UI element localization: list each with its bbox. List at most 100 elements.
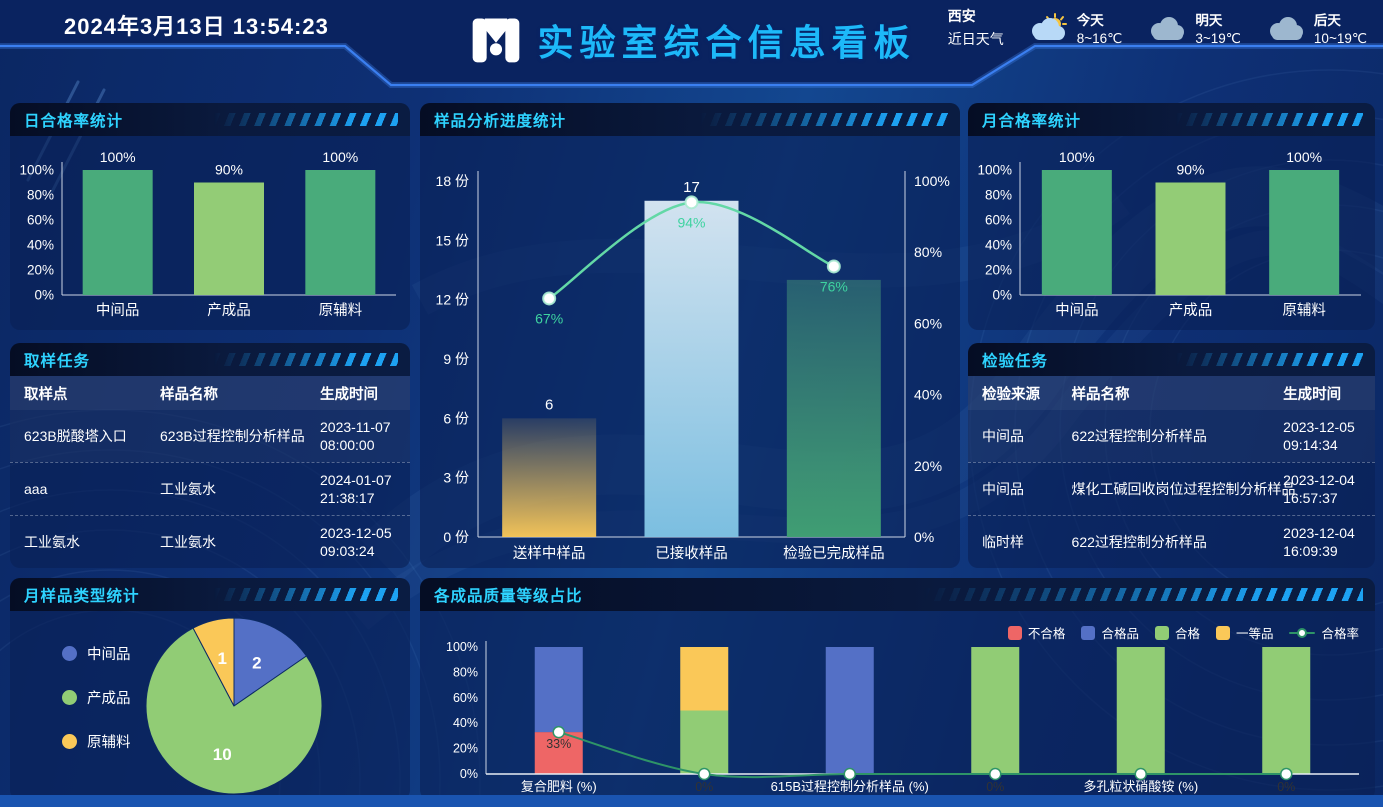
header-stripes-decoration <box>699 113 948 126</box>
weather-day-label: 明天 <box>1195 12 1223 28</box>
panel-header: 检验任务 <box>968 343 1375 376</box>
svg-text:检验已完成样品: 检验已完成样品 <box>783 545 885 562</box>
table-cell: aaa <box>24 481 48 497</box>
legend-label: 一等品 <box>1235 627 1274 641</box>
legend-item[interactable]: 合格率 <box>1289 623 1359 642</box>
panel-header: 月合格率统计 <box>968 103 1375 136</box>
panel-quality-grade: 各成品质量等级占比 不合格 合格品 合格 一等品 合格率 0% 20% 40% 60% 80% 1… <box>420 578 1375 800</box>
m-logo-icon <box>472 18 519 63</box>
svg-text:100%: 100% <box>100 149 136 165</box>
svg-text:6 份: 6 份 <box>443 410 469 426</box>
table-row: aaa 工业氨水 2024-01-07 21:38:17 <box>10 462 410 515</box>
pie-legend-item[interactable]: 原辅料 <box>62 731 131 752</box>
weather-day-temp: 10~19℃ <box>1313 30 1367 46</box>
svg-text:100%: 100% <box>977 163 1012 178</box>
daily-pass-rate-chart: 0% 20% 40% 60% 80% 100% 100% 中间品 90% 产成品 100% 原辅料 <box>19 149 396 319</box>
svg-text:0%: 0% <box>914 529 934 545</box>
panel-title: 样品分析进度统计 <box>434 112 567 130</box>
weather-day-label: 今天 <box>1076 12 1104 28</box>
header-stripes-decoration <box>214 113 398 126</box>
legend-label: 合格率 <box>1321 627 1359 641</box>
table-cell: 622过程控制分析样品 <box>1071 428 1207 444</box>
legend-swatch <box>1007 625 1022 640</box>
svg-text:复合肥料 (%): 复合肥料 (%) <box>521 779 597 794</box>
column-header: 样品名称 <box>1071 386 1130 403</box>
svg-text:产成品: 产成品 <box>207 302 251 319</box>
svg-text:多孔粒状硝酸铵 (%): 多孔粒状硝酸铵 (%) <box>1083 779 1198 794</box>
svg-text:20%: 20% <box>27 263 54 278</box>
quality-grade-chart: 0% 20% 40% 60% 80% 100% 复合肥料 (%) 615B过程控制分析样品 (… <box>446 640 1359 794</box>
legend-item[interactable]: 不合格 <box>1007 623 1066 642</box>
legend-swatch <box>1215 625 1230 640</box>
legend-swatch <box>1081 625 1096 640</box>
svg-text:3 份: 3 份 <box>443 470 469 486</box>
legend-label: 不合格 <box>1027 627 1066 641</box>
panel-title: 日合格率统计 <box>24 112 124 130</box>
table-row: 623B脱酸塔入口 623B过程控制分析样品 2023-11-07 08:00:00 <box>10 410 410 462</box>
svg-text:100%: 100% <box>1059 149 1095 165</box>
weather-day-today: 今天 8~16℃ <box>1028 9 1123 47</box>
legend-item[interactable]: 合格品 <box>1081 623 1139 642</box>
svg-text:20%: 20% <box>985 263 1012 278</box>
header-band <box>0 0 1383 88</box>
svg-text:615B过程控制分析样品 (%): 615B过程控制分析样品 (%) <box>771 779 929 794</box>
svg-text:18 份: 18 份 <box>436 173 469 189</box>
table-cell: 2023-11-07 08:00:00 <box>320 418 391 453</box>
svg-text:40%: 40% <box>914 387 942 403</box>
svg-text:60%: 60% <box>27 213 54 228</box>
header-stripes-decoration <box>214 588 398 601</box>
sample-progress-chart: 0 份 3 份 6 份 9 份 12 份 15 份 18 份 0% 20% 40% 60% 80% 10… <box>436 171 950 562</box>
weather-city: 西安 <box>947 8 976 24</box>
cloud-icon <box>1269 16 1303 40</box>
legend-label: 原辅料 <box>87 735 131 751</box>
pie-legend-item[interactable]: 中间品 <box>62 643 131 664</box>
panel-header: 样品分析进度统计 <box>420 103 960 136</box>
panel-header: 各成品质量等级占比 <box>420 578 1375 611</box>
page-title: 实验室综合信息看板 <box>537 22 916 63</box>
table-cell: 623B过程控制分析样品 <box>160 428 305 444</box>
table-cell: 工业氨水 <box>160 481 216 497</box>
svg-text:20%: 20% <box>914 458 942 474</box>
svg-text:100%: 100% <box>322 149 358 165</box>
legend-label: 产成品 <box>87 691 131 707</box>
sun-cloud-icon <box>1031 12 1067 40</box>
cloud-icon <box>1151 16 1185 40</box>
sample-type-pie-chart: 2 10 1 <box>145 617 323 795</box>
svg-text:100%: 100% <box>914 173 950 189</box>
table-cell: 2023-12-04 16:09:39 <box>1283 524 1355 559</box>
svg-text:67%: 67% <box>535 310 563 326</box>
svg-text:100%: 100% <box>19 163 54 178</box>
weather-day-temp: 8~16℃ <box>1076 30 1123 46</box>
table-row: 临时样 622过程控制分析样品 2023-12-04 16:09:39 <box>968 515 1375 568</box>
svg-text:90%: 90% <box>215 162 243 178</box>
svg-text:60%: 60% <box>914 315 942 331</box>
svg-text:送样中样品: 送样中样品 <box>513 545 586 562</box>
weather-subtitle: 近日天气 <box>947 31 1004 47</box>
table-cell: 工业氨水 <box>24 534 80 550</box>
svg-text:90%: 90% <box>1176 162 1204 178</box>
monthly-pass-rate-chart: 0% 20% 40% 60% 80% 100% 100% 中间品 90% 产成品 100% 原辅料 <box>977 149 1361 319</box>
panel-header: 取样任务 <box>10 343 410 376</box>
table-cell: 2023-12-05 09:03:24 <box>320 524 392 559</box>
table-header-row: 检验来源 样品名称 生成时间 <box>968 376 1375 410</box>
panel-monthly-sample-type: 月样品类型统计 中间品产成品原辅料 2 10 1 <box>10 578 410 800</box>
table-row: 工业氨水 工业氨水 2023-12-05 09:03:24 <box>10 515 410 568</box>
table-cell: 623B脱酸塔入口 <box>24 428 127 444</box>
legend-swatch <box>1154 625 1169 640</box>
pie-legend-item[interactable]: 产成品 <box>62 687 131 708</box>
svg-text:40%: 40% <box>985 238 1012 253</box>
panel-title: 月样品类型统计 <box>24 587 140 605</box>
svg-text:100%: 100% <box>1286 149 1322 165</box>
legend-item[interactable]: 一等品 <box>1215 623 1274 642</box>
svg-text:76%: 76% <box>820 278 848 294</box>
weather-day-aftertomorrow: 后天 10~19℃ <box>1265 9 1367 47</box>
svg-text:60%: 60% <box>453 691 478 705</box>
svg-text:9 份: 9 份 <box>443 351 469 367</box>
legend-line-marker <box>1289 627 1316 639</box>
svg-text:0%: 0% <box>695 780 713 794</box>
header-stripes-decoration <box>1175 113 1363 126</box>
legend-item[interactable]: 合格 <box>1154 623 1200 642</box>
panel-sampling-tasks: 取样任务 取样点 样品名称 生成时间 623B脱酸塔入口 623B过程控制分析样品 202… <box>10 343 410 568</box>
header-stripes-decoration <box>1175 353 1363 366</box>
